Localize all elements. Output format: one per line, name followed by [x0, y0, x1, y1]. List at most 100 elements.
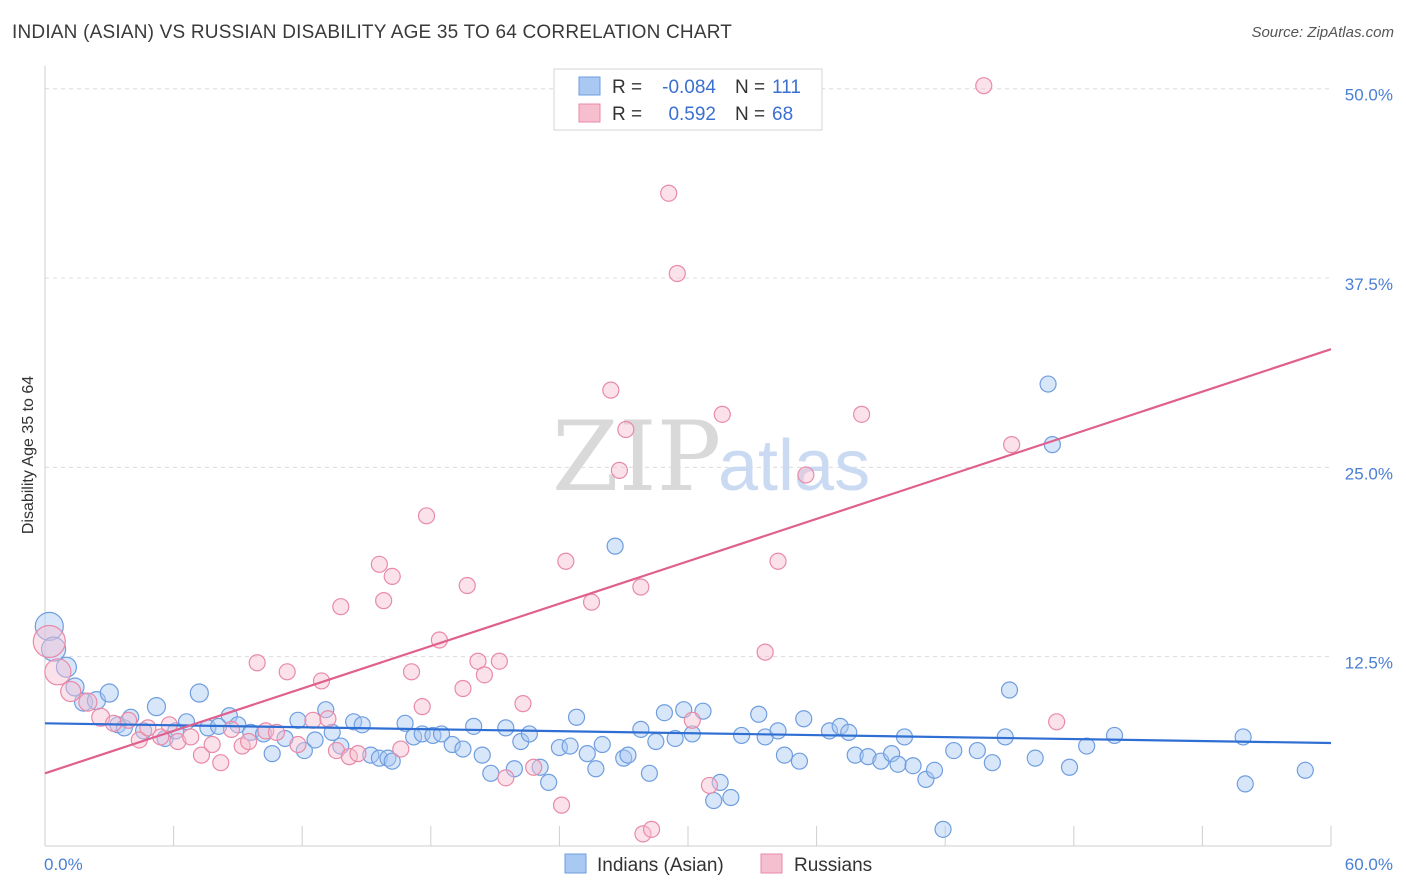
point-indians-36 — [396, 714, 414, 732]
point-russians-18 — [240, 732, 258, 751]
point-indians-96 — [1000, 681, 1019, 699]
point-indians-26 — [306, 731, 324, 749]
point-russians-33 — [383, 567, 401, 586]
gridlines — [45, 88, 1331, 658]
point-russians-40 — [458, 576, 476, 595]
point-indians-53 — [561, 737, 579, 755]
point-indians-91 — [934, 820, 952, 838]
legend-swatch-russians-bottom[interactable] — [760, 853, 783, 874]
point-russians-43 — [490, 652, 508, 670]
x-tick-labels: 0.0% 60.0% — [44, 855, 1393, 874]
legend-n-value-russians: 68 — [772, 104, 793, 125]
correlation-legend: R = -0.084 N = 111 R = 0.592 N = 68 — [553, 68, 823, 131]
point-indians-86 — [889, 755, 907, 773]
point-indians-72 — [732, 726, 751, 745]
point-russians-52 — [617, 420, 635, 439]
point-indians-80 — [831, 717, 849, 735]
x-tick-label-1: 60.0% — [1345, 855, 1393, 874]
point-indians-3 — [65, 677, 85, 697]
point-russians-47 — [552, 796, 571, 814]
point-indians-35 — [383, 752, 401, 770]
point-indians-56 — [587, 760, 605, 778]
point-indians-43 — [465, 717, 483, 735]
point-indians-98 — [1039, 375, 1057, 393]
point-russians-59 — [700, 776, 719, 795]
point-indians-50 — [531, 758, 549, 776]
legend-n-label-indians: N = — [735, 77, 765, 98]
point-indians-65 — [666, 729, 684, 748]
point-indians-75 — [769, 722, 787, 740]
legend-swatch-indians-bottom[interactable] — [564, 853, 587, 874]
point-indians-105 — [1296, 761, 1314, 779]
point-russians-12 — [182, 728, 200, 746]
point-russians-66 — [1048, 713, 1066, 731]
point-russians-6 — [119, 711, 138, 729]
point-indians-88 — [904, 757, 922, 775]
point-russians-15 — [212, 754, 230, 772]
point-russians-13 — [192, 746, 211, 764]
axes — [44, 66, 1332, 847]
point-indians-51 — [540, 773, 558, 791]
point-indians-69 — [705, 791, 723, 810]
point-russians-67 — [1003, 436, 1021, 454]
y-tick-label-3: 50.0% — [1345, 86, 1393, 105]
point-indians-83 — [859, 748, 877, 766]
point-indians-94 — [983, 754, 1001, 772]
legend-r-label-indians: R = — [612, 77, 642, 98]
point-russians-37 — [417, 507, 436, 525]
point-indians-61 — [632, 720, 650, 738]
point-russians-26 — [319, 710, 337, 728]
point-indians-41 — [443, 735, 461, 754]
y-tick-labels: 12.5% 25.0% 37.5% 50.0% — [1345, 86, 1393, 673]
point-indians-42 — [454, 740, 472, 758]
point-russians-24 — [304, 711, 322, 729]
point-indians-64 — [655, 704, 674, 722]
point-indians-82 — [846, 746, 864, 764]
point-russians-42 — [475, 666, 493, 684]
point-russians-16 — [222, 720, 241, 738]
point-indians-6 — [99, 683, 119, 703]
point-indians-15 — [189, 683, 209, 703]
point-indians-11 — [146, 697, 167, 717]
point-indians-90 — [925, 761, 944, 779]
point-indians-24 — [289, 711, 307, 729]
source-credit: Source: ZipAtlas.com — [1251, 24, 1394, 41]
point-russians-39 — [454, 679, 472, 698]
point-russians-56 — [660, 184, 678, 202]
point-indians-101 — [1078, 737, 1096, 755]
point-indians-70 — [711, 773, 729, 791]
point-russians-30 — [349, 745, 367, 763]
point-russians-50 — [602, 381, 620, 399]
x-tick-label-0: 0.0% — [44, 855, 83, 874]
point-indians-85 — [883, 745, 901, 763]
point-indians-62 — [640, 764, 659, 782]
watermark-zip: ZIP — [552, 401, 721, 513]
point-indians-71 — [722, 788, 740, 807]
point-russians-48 — [557, 552, 575, 570]
legend-r-label-russians: R = — [612, 104, 642, 125]
point-russians-3 — [78, 692, 98, 712]
legend-label-russians[interactable]: Russians — [794, 855, 872, 876]
y-axis-title: Disability Age 35 to 64 — [20, 376, 37, 534]
point-russians-34 — [392, 740, 410, 758]
point-indians-25 — [295, 741, 313, 760]
point-russians-35 — [402, 663, 421, 681]
point-indians-49 — [520, 725, 538, 743]
point-russians-0 — [32, 624, 66, 659]
point-russians-64 — [853, 405, 871, 423]
point-indians-92 — [945, 741, 963, 760]
point-russians-60 — [713, 405, 731, 423]
point-russians-21 — [267, 723, 286, 742]
point-russians-22 — [278, 663, 296, 681]
point-indians-54 — [567, 708, 586, 726]
point-russians-53 — [632, 578, 650, 596]
point-russians-54 — [634, 825, 652, 843]
legend-label-indians[interactable]: Indians (Asian) — [597, 855, 724, 876]
point-russians-65 — [975, 77, 993, 95]
legend-r-value-indians: -0.084 — [662, 77, 716, 98]
point-indians-22 — [263, 745, 281, 763]
point-russians-55 — [642, 820, 661, 838]
point-indians-97 — [1026, 749, 1044, 767]
point-indians-58 — [606, 537, 624, 555]
